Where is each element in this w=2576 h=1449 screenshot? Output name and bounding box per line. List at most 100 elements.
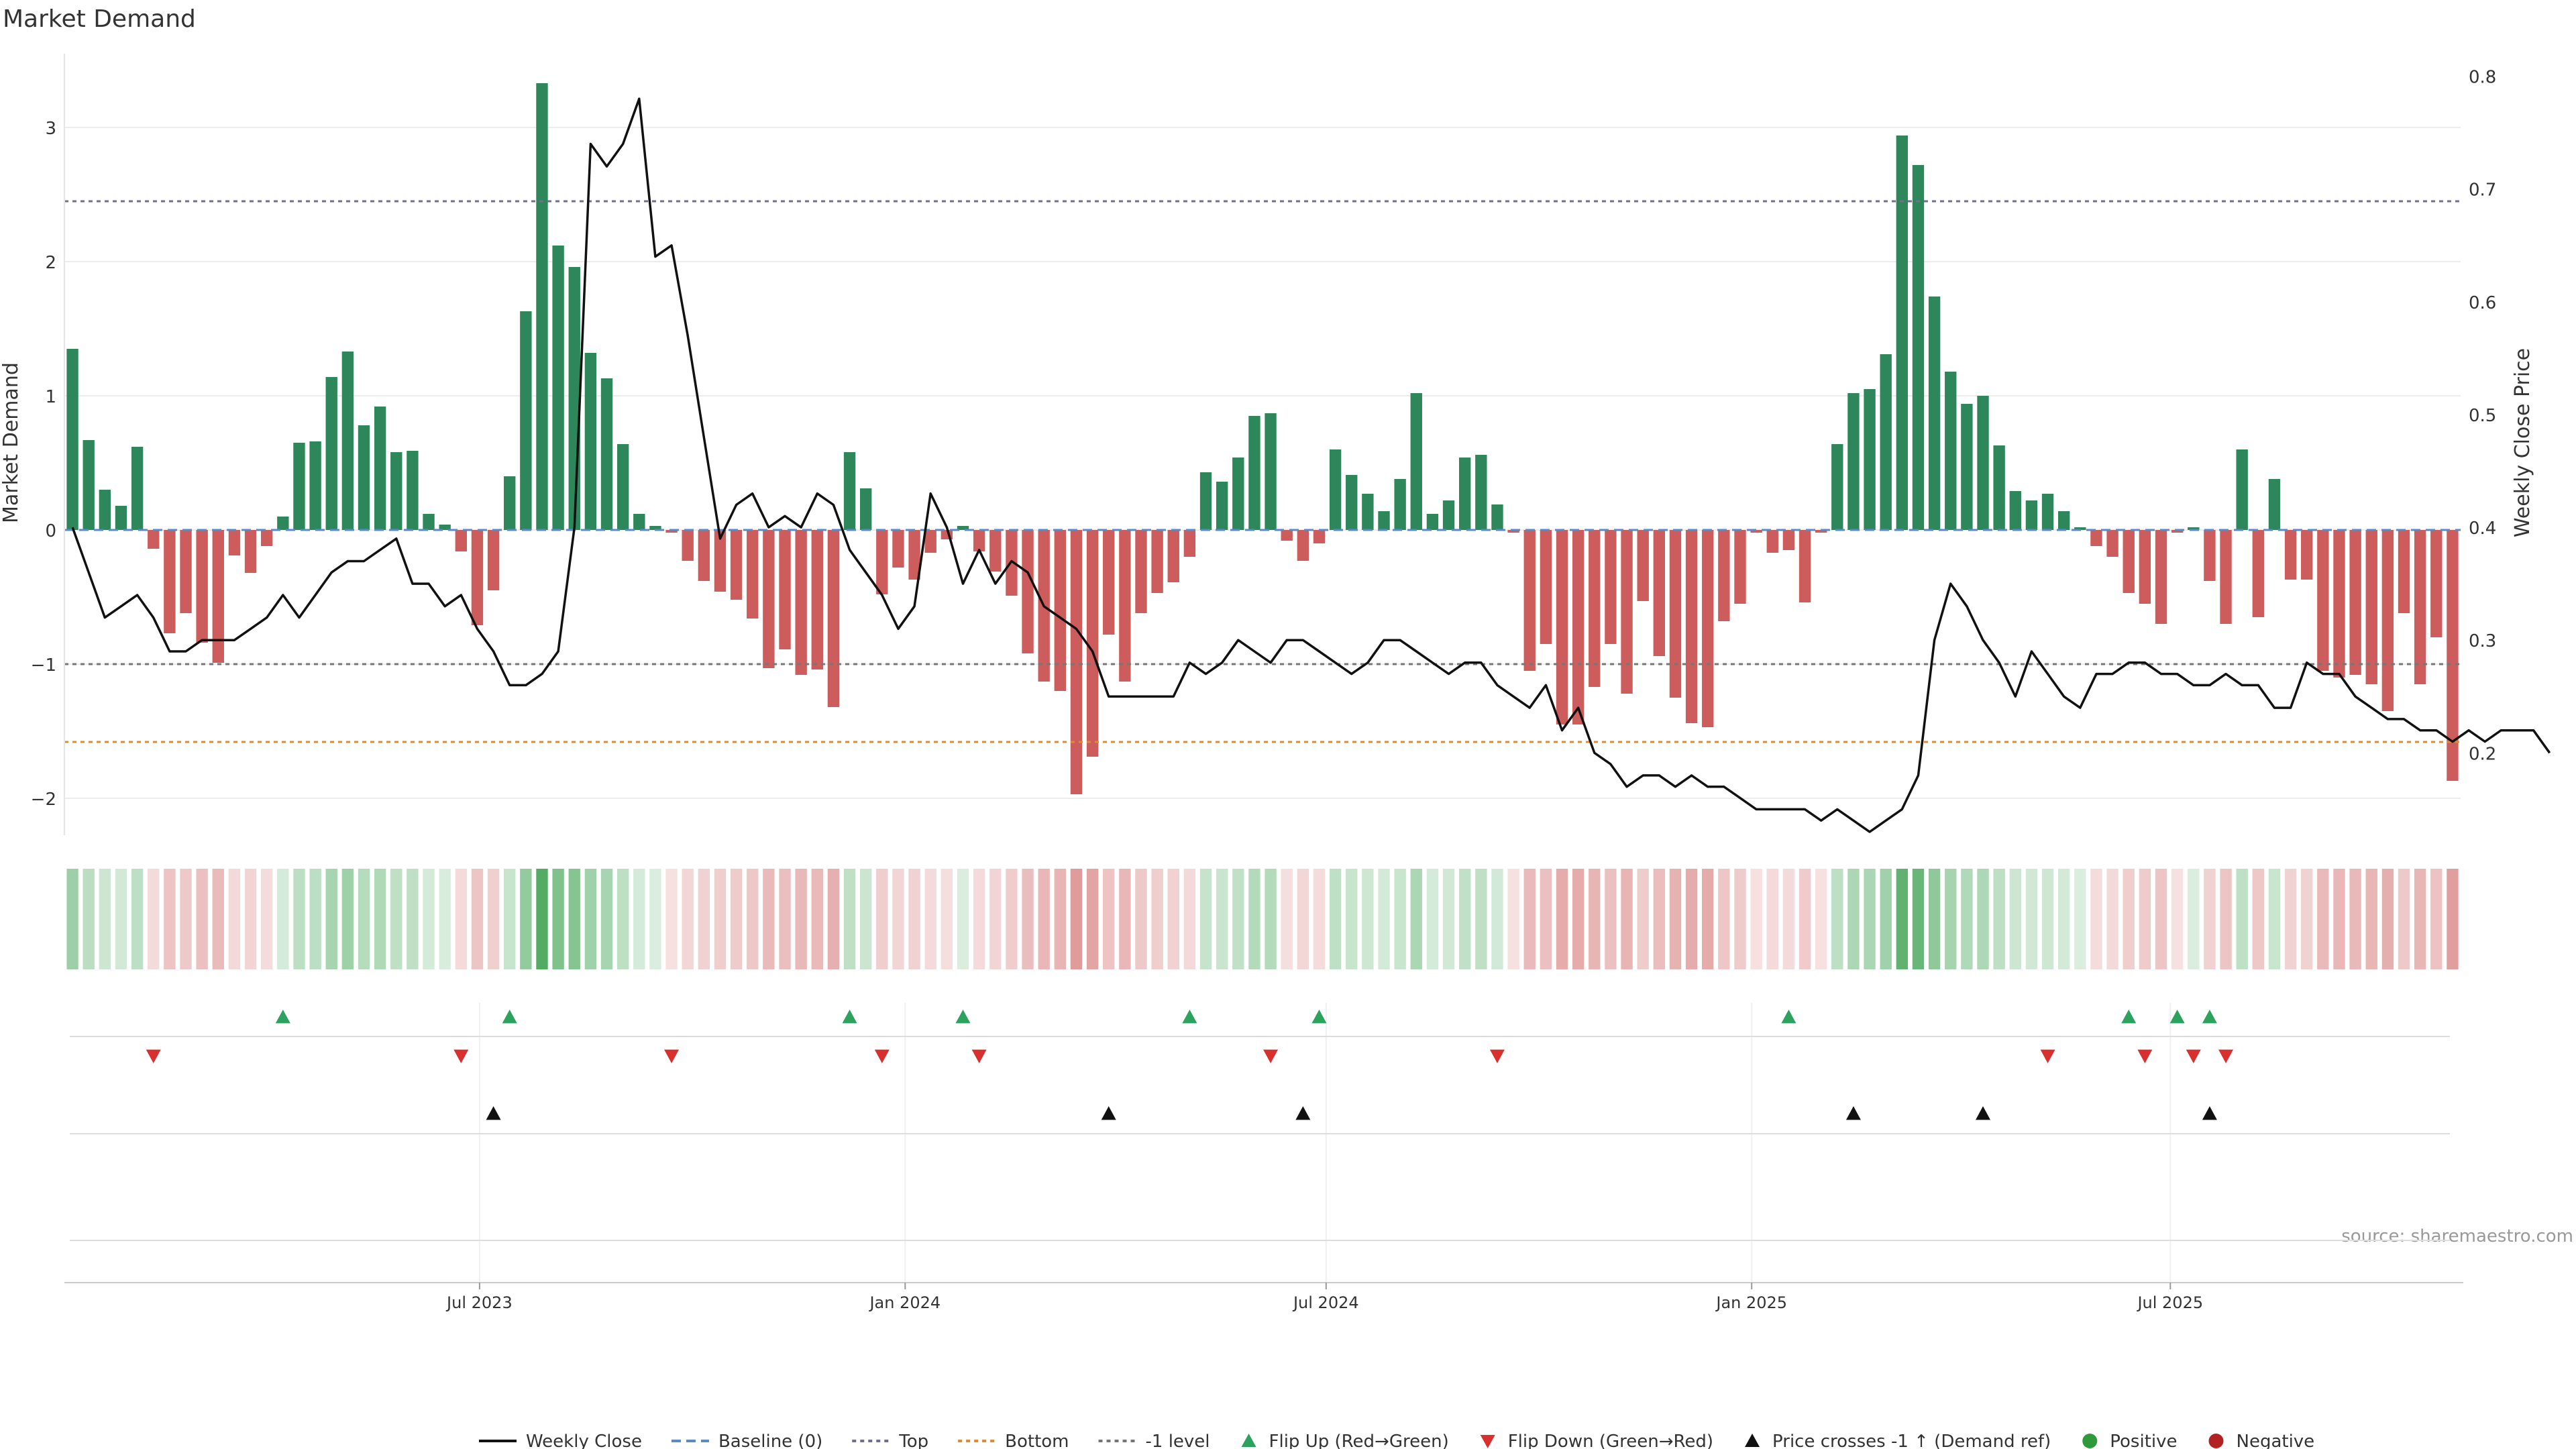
heat-cell <box>423 869 435 969</box>
heat-cell <box>1054 869 1066 969</box>
demand-bar <box>1346 475 1358 530</box>
heat-cell <box>649 869 661 969</box>
y2-tick-label: 0.3 <box>2469 631 2496 651</box>
demand-bar <box>1685 530 1698 723</box>
heat-cell <box>1734 869 1746 969</box>
heat-cell <box>1847 869 1860 969</box>
heat-cell <box>1556 869 1568 969</box>
demand-bar <box>455 530 467 551</box>
heat-cell <box>228 869 241 969</box>
heat-cell <box>2188 869 2200 969</box>
heat-cell <box>277 869 289 969</box>
demand-bar <box>66 349 78 530</box>
demand-bar <box>2414 530 2426 684</box>
heat-cell <box>665 869 678 969</box>
heat-cell <box>1766 869 1778 969</box>
heat-cell <box>2430 869 2443 969</box>
demand-bar <box>1572 530 1585 724</box>
demand-bar <box>2430 530 2443 637</box>
heat-cell <box>1782 869 1795 969</box>
heat-cell <box>1621 869 1633 969</box>
heat-cell <box>2301 869 2313 969</box>
demand-bar <box>487 530 500 590</box>
y2-tick-label: 0.2 <box>2469 744 2496 764</box>
demand-bar <box>2252 530 2264 617</box>
heat-cell <box>2074 869 2086 969</box>
legend-label: -1 level <box>1146 1432 1210 1449</box>
demand-bar <box>309 441 321 530</box>
heat-cell <box>1281 869 1293 969</box>
heat-cell <box>1297 869 1309 969</box>
demand-bar <box>1022 530 1034 653</box>
legend-swatch-dot <box>2208 1434 2224 1448</box>
heat-cell <box>811 869 823 969</box>
heat-strip <box>66 869 2459 969</box>
heat-cell <box>2220 869 2232 969</box>
demand-bar <box>860 488 872 530</box>
demand-bar <box>1589 530 1601 687</box>
flip-down-marker <box>453 1049 469 1063</box>
heat-cell <box>1831 869 1843 969</box>
demand-bar <box>471 530 484 625</box>
legend-label: Flip Down (Green→Red) <box>1508 1432 1713 1449</box>
heat-cell <box>2155 869 2167 969</box>
demand-bar <box>2009 491 2021 530</box>
demand-bar <box>536 83 548 530</box>
demand-bar <box>1750 530 1762 533</box>
heat-cell <box>1572 869 1585 969</box>
demand-bar <box>261 530 273 546</box>
demand-bar <box>2025 500 2038 530</box>
legend: Weekly Close Baseline (0) Top Bottom -1 leve… <box>479 1432 2314 1449</box>
demand-bar <box>180 530 192 613</box>
heat-cell <box>763 869 775 969</box>
heat-cell <box>730 869 743 969</box>
demand-bar <box>1766 530 1778 553</box>
heat-cell <box>1945 869 1957 969</box>
heat-cell <box>1167 869 1179 969</box>
demand-bar <box>1216 482 1228 530</box>
heat-cell <box>1362 869 1374 969</box>
y-tick-label: −1 <box>31 655 56 676</box>
heat-cell <box>1313 869 1326 969</box>
demand-bar <box>1491 504 1503 530</box>
price-cross-marker <box>486 1106 501 1120</box>
demand-bar <box>1799 530 1811 602</box>
demand-bar <box>1977 396 1989 530</box>
heat-cell <box>2090 869 2102 969</box>
heat-cell <box>1605 869 1617 969</box>
demand-bar <box>682 530 694 561</box>
heat-cell <box>1993 869 2005 969</box>
demand-bar <box>1831 444 1843 530</box>
demand-bar <box>2220 530 2232 624</box>
demand-bar <box>1167 530 1179 582</box>
heat-cell <box>779 869 791 969</box>
y2-tick-label: 0.7 <box>2469 180 2496 201</box>
heat-cell <box>2139 869 2151 969</box>
demand-bar <box>1993 445 2005 530</box>
heat-cell <box>1394 869 1406 969</box>
legend-swatch-triangle-up <box>1241 1434 1256 1447</box>
demand-bar <box>649 526 661 530</box>
heat-cell <box>1637 869 1649 969</box>
legend-item: Baseline (0) <box>671 1432 822 1449</box>
demand-bar <box>1248 416 1260 530</box>
heat-cell <box>957 869 969 969</box>
heat-cell <box>407 869 419 969</box>
demand-bar <box>1556 530 1568 724</box>
heat-cell <box>1022 869 1034 969</box>
demand-bar <box>2204 530 2216 581</box>
demand-bar <box>2171 530 2184 533</box>
y2-tick-label: 0.6 <box>2469 293 2496 313</box>
heat-cell <box>1426 869 1439 969</box>
demand-bar <box>1070 530 1083 794</box>
demand-bar <box>244 530 257 573</box>
legend-item: Top <box>852 1432 928 1449</box>
demand-bar <box>2349 530 2361 675</box>
heat-cell <box>1977 869 1989 969</box>
demand-bar <box>1912 165 1925 530</box>
demand-bar <box>876 530 888 594</box>
flip-up-marker <box>2169 1010 2185 1024</box>
demand-bar <box>600 378 613 530</box>
flip-up-marker <box>2202 1010 2217 1024</box>
heat-cell <box>2284 869 2297 969</box>
